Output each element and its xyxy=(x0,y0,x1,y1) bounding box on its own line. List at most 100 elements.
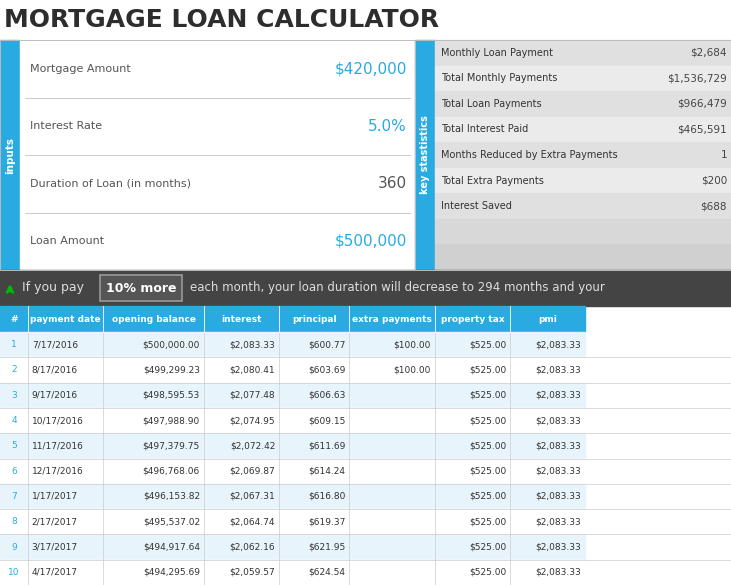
Text: $495,537.02: $495,537.02 xyxy=(143,517,200,526)
Bar xyxy=(0,433,28,459)
Text: $606.63: $606.63 xyxy=(308,391,346,400)
Bar xyxy=(103,459,204,484)
Bar xyxy=(204,459,279,484)
Text: $2,083.33: $2,083.33 xyxy=(535,467,581,476)
Bar xyxy=(349,509,435,535)
Text: property tax: property tax xyxy=(441,315,504,324)
Text: pmi: pmi xyxy=(538,315,557,324)
Bar xyxy=(28,509,103,535)
Text: Loan Amount: Loan Amount xyxy=(30,236,104,246)
Text: $2,072.42: $2,072.42 xyxy=(230,441,276,450)
Bar xyxy=(510,484,585,509)
Bar xyxy=(204,332,279,357)
Text: $621.95: $621.95 xyxy=(308,542,346,552)
Bar xyxy=(103,357,204,383)
Bar xyxy=(349,484,435,509)
Bar xyxy=(103,484,204,509)
Bar xyxy=(204,433,279,459)
Bar xyxy=(349,535,435,560)
Bar xyxy=(204,383,279,408)
Text: $525.00: $525.00 xyxy=(469,366,507,374)
Bar xyxy=(28,433,103,459)
Bar xyxy=(435,142,731,168)
Bar xyxy=(103,383,204,408)
Text: $200: $200 xyxy=(701,176,727,185)
Text: $2,083.33: $2,083.33 xyxy=(535,340,581,349)
Text: $2,074.95: $2,074.95 xyxy=(230,416,276,425)
Bar xyxy=(28,484,103,509)
Text: 8: 8 xyxy=(11,517,17,526)
Bar xyxy=(0,270,731,306)
Bar xyxy=(279,509,349,535)
Bar xyxy=(0,332,28,357)
Text: 1: 1 xyxy=(720,150,727,160)
Bar xyxy=(435,245,731,270)
Text: $494,295.69: $494,295.69 xyxy=(143,568,200,577)
Bar xyxy=(204,306,279,332)
Text: extra payments: extra payments xyxy=(352,315,432,324)
Bar xyxy=(510,408,585,433)
Bar xyxy=(0,40,20,270)
Text: $1,536,729: $1,536,729 xyxy=(667,73,727,83)
Bar xyxy=(510,433,585,459)
Text: $614.24: $614.24 xyxy=(308,467,346,476)
Text: 2: 2 xyxy=(11,366,17,374)
Text: 4/17/2017: 4/17/2017 xyxy=(31,568,77,577)
Text: $525.00: $525.00 xyxy=(469,391,507,400)
Text: $624.54: $624.54 xyxy=(308,568,346,577)
Text: $2,067.31: $2,067.31 xyxy=(230,492,276,501)
Text: 5.0%: 5.0% xyxy=(368,119,407,134)
Text: 2/17/2017: 2/17/2017 xyxy=(31,517,77,526)
Bar xyxy=(435,91,731,116)
Text: Total Extra Payments: Total Extra Payments xyxy=(441,176,544,185)
Text: 3: 3 xyxy=(11,391,17,400)
Text: $2,080.41: $2,080.41 xyxy=(230,366,276,374)
Bar xyxy=(349,560,435,585)
Bar xyxy=(435,357,510,383)
Text: $966,479: $966,479 xyxy=(677,99,727,109)
Text: If you pay: If you pay xyxy=(22,281,84,294)
Text: 11/17/2016: 11/17/2016 xyxy=(31,441,83,450)
Text: $603.69: $603.69 xyxy=(308,366,346,374)
Bar xyxy=(279,560,349,585)
Bar xyxy=(0,0,731,40)
Text: $2,062.16: $2,062.16 xyxy=(230,542,276,552)
Text: 10: 10 xyxy=(8,568,20,577)
Bar xyxy=(435,193,731,219)
Text: $611.69: $611.69 xyxy=(308,441,346,450)
Text: Mortgage Amount: Mortgage Amount xyxy=(30,64,131,74)
Bar xyxy=(28,459,103,484)
Bar xyxy=(204,535,279,560)
Bar xyxy=(0,560,28,585)
Bar xyxy=(349,332,435,357)
Text: $2,083.33: $2,083.33 xyxy=(535,441,581,450)
Bar xyxy=(435,66,731,91)
Bar xyxy=(435,433,510,459)
Bar xyxy=(279,332,349,357)
Text: 5: 5 xyxy=(11,441,17,450)
Bar xyxy=(279,459,349,484)
Bar xyxy=(435,509,510,535)
Bar xyxy=(435,306,510,332)
Text: $498,595.53: $498,595.53 xyxy=(143,391,200,400)
Text: $616.80: $616.80 xyxy=(308,492,346,501)
Bar xyxy=(28,383,103,408)
Text: 12/17/2016: 12/17/2016 xyxy=(31,467,83,476)
Bar xyxy=(349,357,435,383)
Bar xyxy=(435,332,510,357)
Text: Total Interest Paid: Total Interest Paid xyxy=(441,125,529,135)
Bar xyxy=(103,408,204,433)
Text: key stastistics: key stastistics xyxy=(420,116,430,194)
Bar xyxy=(0,509,28,535)
Text: 1: 1 xyxy=(11,340,17,349)
Bar xyxy=(279,484,349,509)
Bar xyxy=(510,459,585,484)
Text: opening balance: opening balance xyxy=(112,315,195,324)
Bar xyxy=(103,332,204,357)
Text: 8/17/2016: 8/17/2016 xyxy=(31,366,78,374)
Text: $2,083.33: $2,083.33 xyxy=(535,492,581,501)
Bar xyxy=(415,40,435,270)
Text: $2,059.57: $2,059.57 xyxy=(230,568,276,577)
Text: $2,069.87: $2,069.87 xyxy=(230,467,276,476)
Bar xyxy=(435,116,731,142)
